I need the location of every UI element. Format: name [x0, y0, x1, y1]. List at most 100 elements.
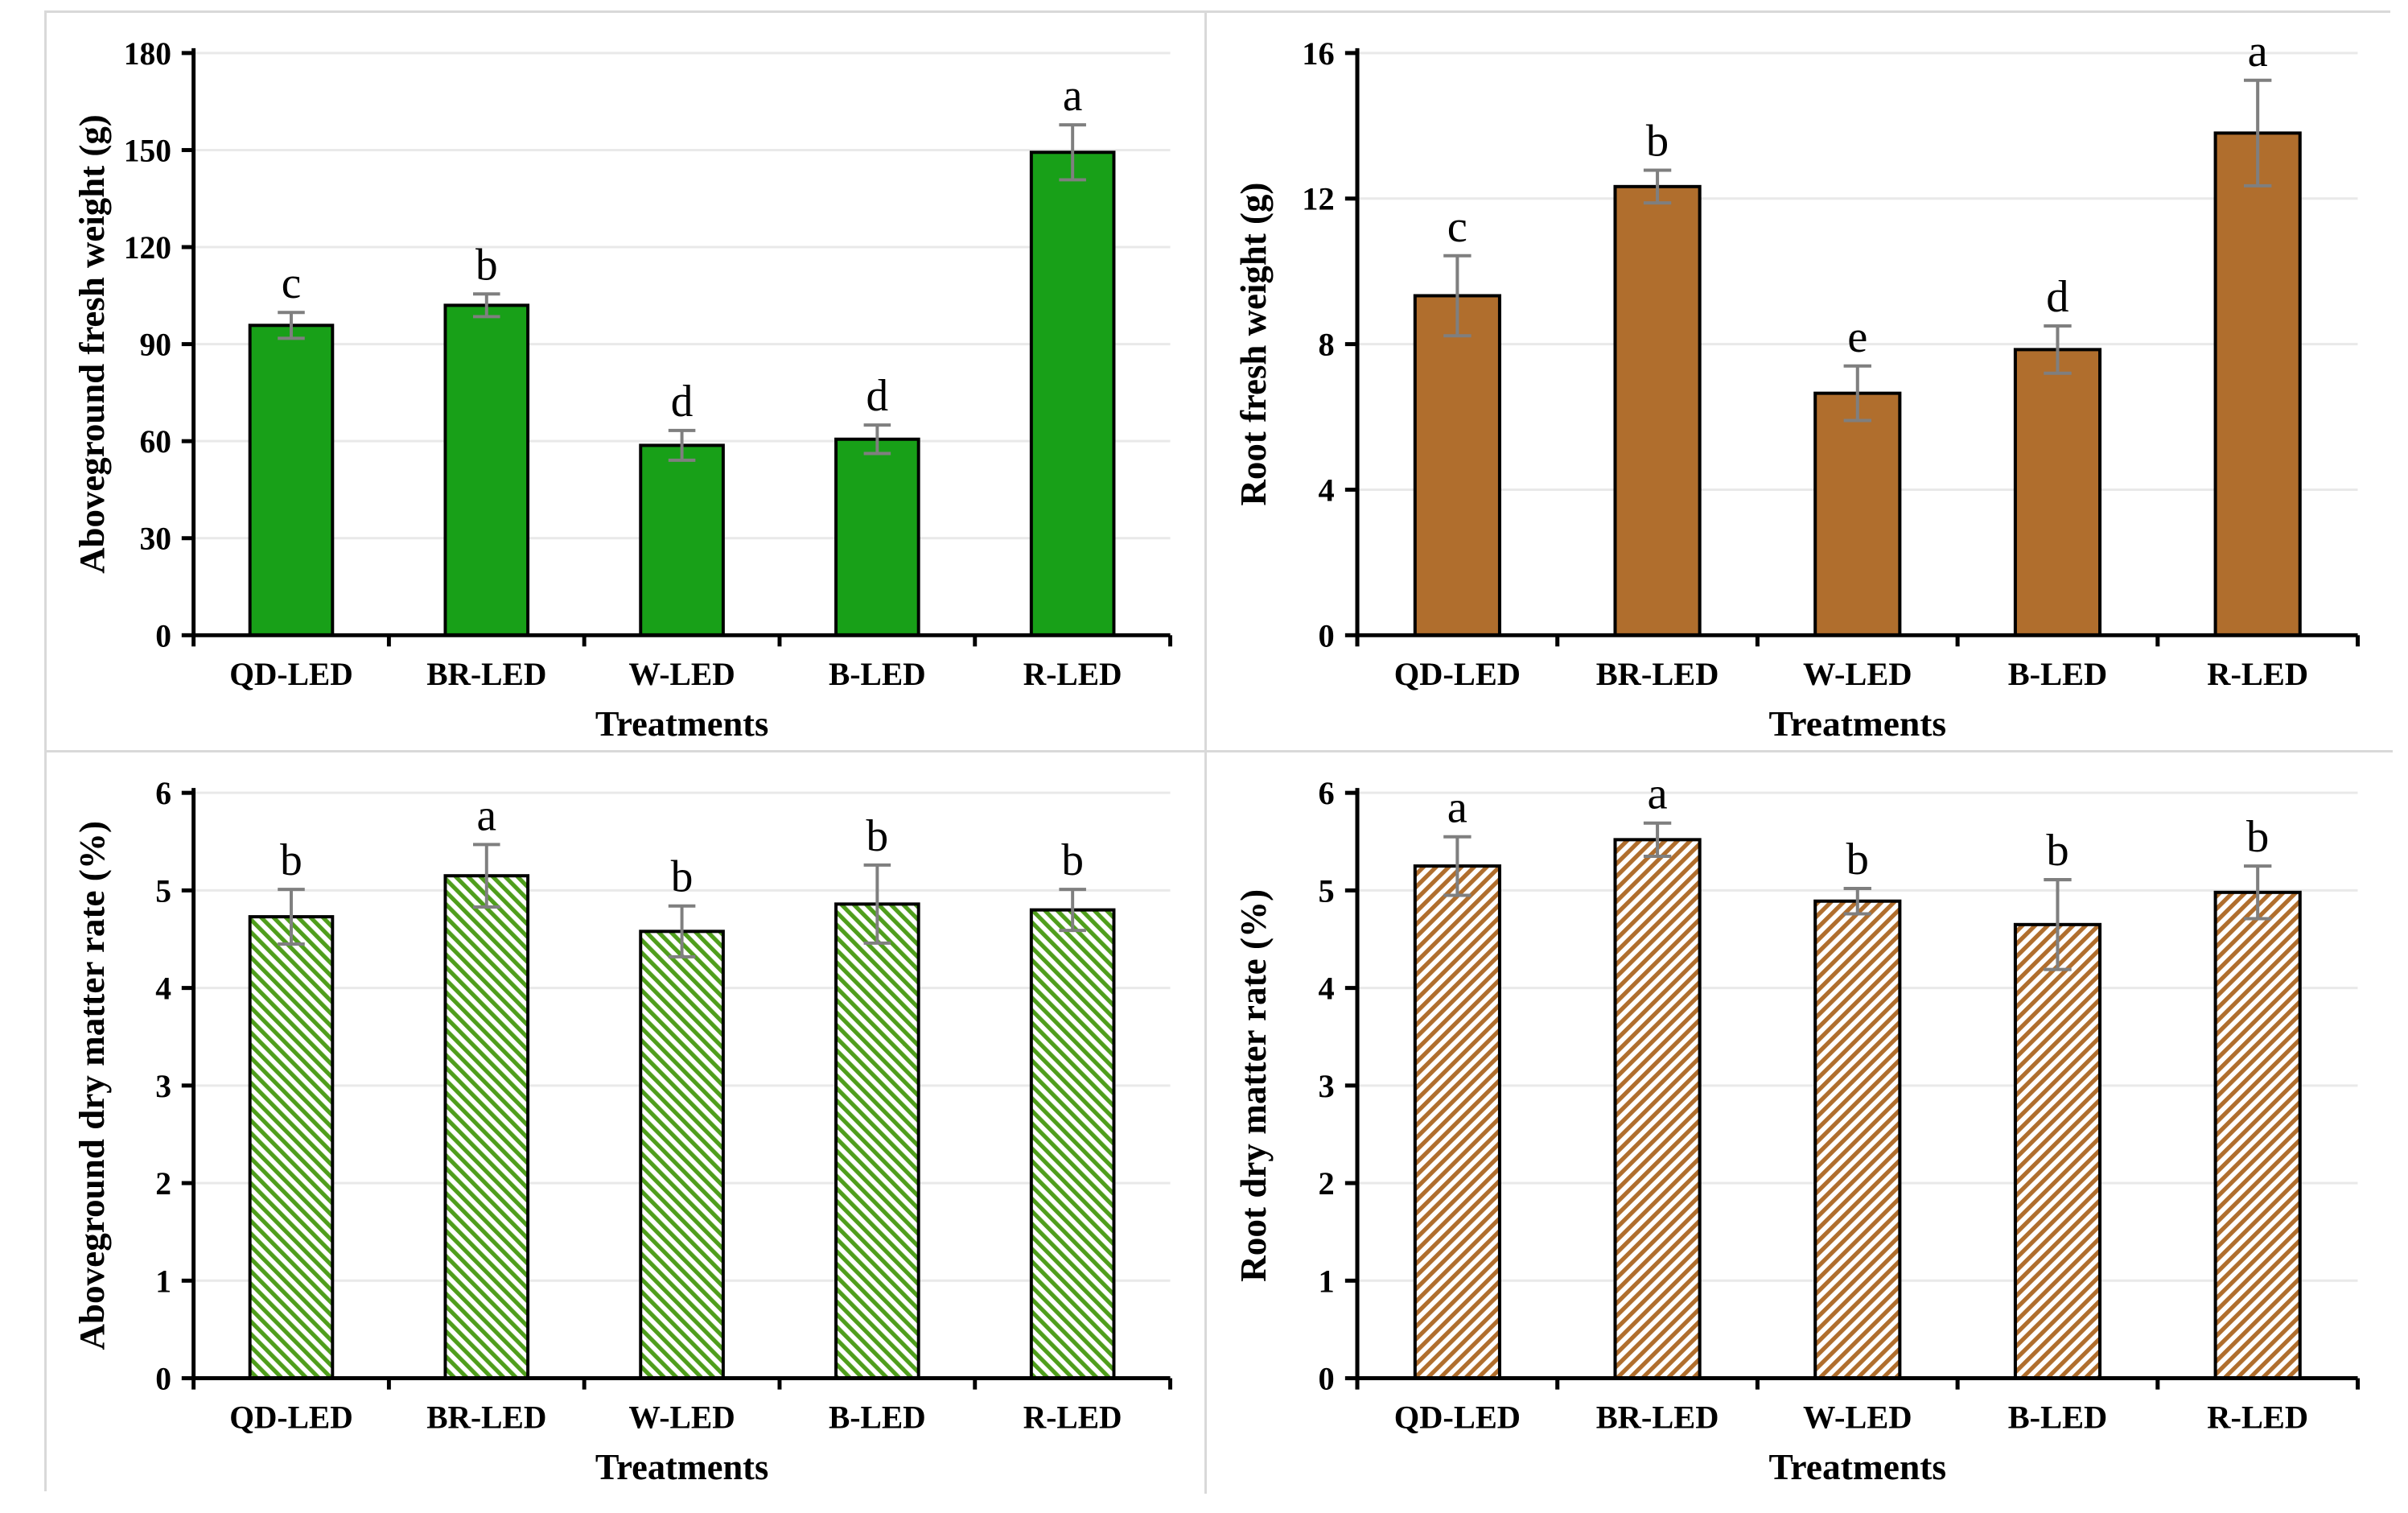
y-tick-label-1: 1 — [1319, 1263, 1335, 1299]
panel-root-dry-matter-rate: a a b b b 0 1 2 3 4 5 6 QD-LED BR-LED W-LED B-LED R-LED T… — [1207, 752, 2393, 1494]
y-tick-label-5: 5 — [155, 873, 171, 909]
y-tick-label-8: 8 — [1319, 327, 1335, 363]
error-bar-QD-LED — [278, 311, 305, 340]
y-tick-label-3: 3 — [155, 1069, 171, 1104]
y-tick-label-4: 4 — [1319, 472, 1335, 509]
y-tick-label-2: 2 — [1319, 1165, 1335, 1202]
y-tick-label-180: 180 — [124, 36, 171, 72]
sig-letter-BR-LED: a — [1648, 769, 1668, 819]
x-axis-title: Treatments — [1768, 703, 1946, 744]
y-tick-label-1: 1 — [155, 1264, 171, 1299]
x-category-label-W-LED: W-LED — [628, 1400, 735, 1435]
chart-aboveground-dry-matter-rate: b a b b b 0 1 2 3 4 5 6 QD-LED BR-LED W-LED B-LED R-LED T… — [72, 776, 1173, 1487]
bar-R-LED — [2213, 131, 2302, 637]
sig-letter-W-LED: b — [1846, 835, 1869, 884]
x-category-label-R-LED: R-LED — [1023, 1400, 1122, 1435]
error-bar-R-LED — [1059, 123, 1086, 182]
bar-QD-LED — [1413, 864, 1501, 1380]
sig-letter-QD-LED: c — [1447, 202, 1467, 252]
bar-W-LED — [639, 443, 725, 637]
x-axis-title: Treatments — [595, 703, 768, 744]
x-category-label-B-LED: B-LED — [2008, 1400, 2108, 1436]
y-tick-label-2: 2 — [155, 1166, 171, 1202]
error-bar-BR-LED — [1643, 168, 1672, 205]
x-category-label-W-LED: W-LED — [1803, 656, 1912, 692]
y-tick-label-6: 6 — [155, 776, 171, 811]
x-category-label-QD-LED: QD-LED — [229, 1400, 353, 1435]
x-category-label-BR-LED: BR-LED — [426, 1400, 546, 1435]
sig-letter-B-LED: b — [2046, 826, 2068, 876]
sig-letter-W-LED: e — [1847, 312, 1867, 362]
y-tick-label-12: 12 — [1302, 181, 1334, 217]
sig-letter-B-LED: b — [866, 810, 889, 861]
y-tick-label-60: 60 — [139, 424, 171, 460]
sig-letter-R-LED: a — [1063, 71, 1083, 121]
bar-BR-LED — [443, 874, 530, 1380]
error-bar-R-LED — [2243, 864, 2272, 921]
sig-letter-BR-LED: a — [477, 790, 497, 841]
sig-letter-BR-LED: b — [475, 240, 498, 290]
x-category-label-QD-LED: QD-LED — [229, 657, 353, 692]
bar-B-LED — [2013, 922, 2102, 1380]
error-bar-QD-LED — [1443, 254, 1472, 338]
x-axis-title: Treatments — [595, 1447, 768, 1487]
bar-BR-LED — [1613, 838, 1702, 1380]
x-category-label-QD-LED: QD-LED — [1394, 1400, 1521, 1436]
y-axis-title: Aboveground fresh weight (g) — [72, 114, 112, 574]
error-bar-QD-LED — [1443, 835, 1472, 897]
error-bar-R-LED — [2243, 78, 2272, 188]
y-axis-title: Root dry matter rate (%) — [1233, 889, 1274, 1282]
error-bar-R-LED — [1059, 888, 1086, 933]
x-category-label-W-LED: W-LED — [628, 657, 735, 692]
sig-letter-W-LED: d — [671, 377, 694, 427]
sig-letter-QD-LED: c — [282, 258, 302, 308]
sig-letter-BR-LED: b — [1646, 117, 1669, 167]
bar-BR-LED — [1613, 184, 1702, 637]
bar-B-LED — [2013, 348, 2102, 637]
y-tick-label-5: 5 — [1319, 873, 1335, 909]
y-tick-label-4: 4 — [1319, 971, 1335, 1007]
error-bar-B-LED — [863, 423, 891, 456]
error-bar-B-LED — [2044, 878, 2072, 971]
y-tick-label-16: 16 — [1302, 35, 1334, 72]
bar-W-LED — [1813, 899, 1902, 1380]
error-bar-BR-LED — [473, 843, 500, 909]
bar-W-LED — [639, 930, 725, 1380]
bar-R-LED — [1029, 150, 1116, 637]
y-tick-label-0: 0 — [1319, 618, 1335, 654]
x-category-label-BR-LED: BR-LED — [1596, 656, 1719, 692]
bar-QD-LED — [248, 915, 335, 1380]
bar-B-LED — [834, 902, 920, 1380]
panel-root-fresh-weight: c b e d a 0 4 8 12 16 QD-LED BR-LED W-LED B-LED R-LED T… — [1207, 13, 2393, 752]
y-tick-label-150: 150 — [124, 133, 171, 168]
x-axis-title: Treatments — [1768, 1447, 1946, 1487]
bar-QD-LED — [1413, 294, 1501, 637]
y-tick-label-0: 0 — [155, 618, 171, 653]
x-category-label-QD-LED: QD-LED — [1394, 656, 1521, 692]
panel-aboveground-fresh-weight: c b d d a 0 30 60 90 120 150 180 QD-LED BR-LED W-LED B-… — [47, 13, 1207, 752]
chart-root-dry-matter-rate: a a b b b 0 1 2 3 4 5 6 QD-LED BR-LED W-LED B-LED R-LED T… — [1233, 769, 2361, 1487]
y-tick-label-0: 0 — [1319, 1361, 1335, 1397]
error-bar-W-LED — [1843, 886, 1871, 916]
x-category-label-W-LED: W-LED — [1803, 1400, 1912, 1436]
x-category-label-BR-LED: BR-LED — [426, 657, 546, 692]
y-tick-label-0: 0 — [155, 1361, 171, 1396]
bar-BR-LED — [443, 303, 530, 637]
y-tick-label-4: 4 — [155, 971, 171, 1006]
error-bar-QD-LED — [278, 888, 305, 946]
x-category-label-R-LED: R-LED — [1023, 657, 1122, 692]
chart-root-fresh-weight: c b e d a 0 4 8 12 16 QD-LED BR-LED W-LED B-LED R-LED T… — [1233, 27, 2361, 744]
y-tick-label-120: 120 — [124, 230, 171, 266]
sig-letter-R-LED: b — [2246, 812, 2269, 862]
error-bar-W-LED — [668, 428, 696, 462]
x-category-label-B-LED: B-LED — [2008, 656, 2108, 692]
y-tick-label-30: 30 — [139, 522, 171, 557]
error-bar-BR-LED — [473, 292, 500, 319]
y-tick-label-90: 90 — [139, 327, 171, 362]
sig-letter-R-LED: a — [2248, 27, 2268, 76]
x-category-label-BR-LED: BR-LED — [1596, 1400, 1719, 1436]
error-bar-B-LED — [2044, 324, 2072, 375]
x-category-label-B-LED: B-LED — [829, 1400, 926, 1435]
error-bar-B-LED — [863, 863, 891, 945]
x-category-label-B-LED: B-LED — [829, 657, 926, 692]
